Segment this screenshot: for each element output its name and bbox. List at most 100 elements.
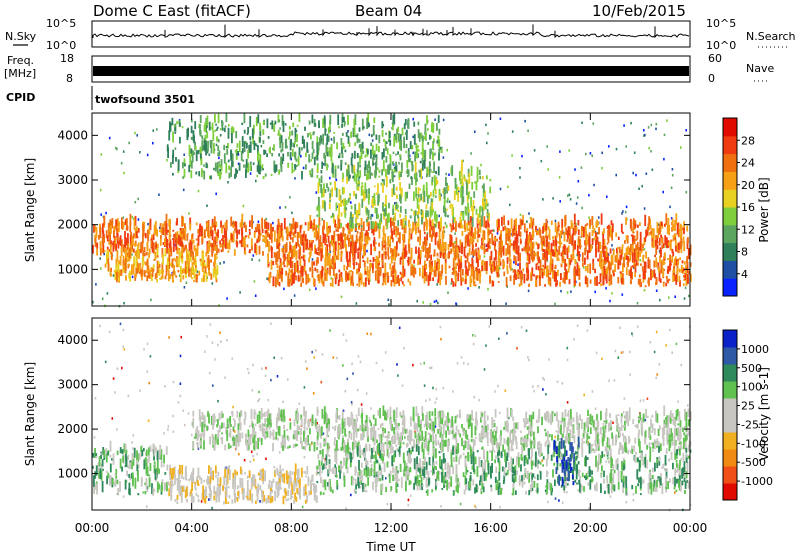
- band-echo-4: [375, 157, 378, 166]
- scatter-echo: [309, 418, 312, 422]
- band-echo-0: [110, 240, 112, 247]
- band-echo-1: [164, 248, 167, 257]
- scatter-echo: [252, 363, 254, 367]
- scatter-echo: [538, 470, 541, 473]
- band-echo-0: [524, 438, 527, 446]
- band-echo-0: [221, 422, 223, 428]
- band-echo-3: [673, 274, 676, 282]
- band-echo-0: [266, 239, 269, 247]
- band-echo-0: [424, 431, 427, 442]
- band-echo-0: [467, 235, 469, 247]
- band-echo-1: [207, 255, 210, 262]
- band-echo-3: [299, 246, 302, 257]
- band-echo-0: [253, 434, 256, 442]
- band-echo-0: [677, 247, 680, 254]
- band-echo-4: [278, 153, 281, 157]
- scatter-echo: [447, 214, 449, 218]
- cpid-label: CPID: [6, 91, 35, 104]
- band-echo-3: [477, 249, 480, 260]
- band-echo-0: [668, 415, 671, 422]
- band-echo-3: [665, 282, 668, 287]
- band-echo-3: [618, 258, 621, 262]
- band-echo-2: [382, 213, 385, 216]
- band-echo-0: [422, 241, 425, 252]
- band-echo-0: [192, 410, 195, 417]
- band-echo-0: [326, 227, 329, 237]
- band-echo-2: [399, 213, 402, 218]
- band-echo-4: [217, 145, 220, 151]
- band-echo-4: [413, 121, 416, 127]
- band-echo-1: [178, 249, 181, 259]
- band-echo-0: [348, 430, 351, 434]
- band-echo-0: [267, 222, 270, 231]
- band-echo-0: [677, 233, 680, 237]
- band-echo-0: [344, 239, 346, 248]
- scatter-echo: [243, 459, 246, 462]
- band-echo-0: [248, 229, 251, 232]
- scatter-echo: [397, 374, 399, 377]
- scatter-echo: [368, 417, 371, 420]
- band-echo-2: [431, 180, 433, 186]
- band-echo-2: [433, 212, 436, 220]
- scatter-echo: [444, 222, 447, 225]
- band-echo-0: [385, 218, 388, 227]
- band-echo-0: [395, 246, 398, 256]
- band-echo-1: [144, 261, 146, 265]
- band-echo-0: [494, 237, 497, 242]
- scatter-echo: [542, 376, 544, 380]
- band-echo-3: [546, 265, 549, 268]
- band-echo-0: [103, 215, 106, 226]
- band-echo-3: [347, 259, 349, 268]
- band-echo-0: [459, 413, 462, 419]
- band-echo-4: [414, 174, 417, 179]
- band-echo-0: [113, 230, 115, 238]
- scatter-echo: [419, 362, 422, 366]
- band-echo-3: [278, 265, 281, 275]
- band-echo-0: [564, 409, 567, 417]
- band-echo-3: [358, 275, 361, 284]
- band-echo-4: [289, 131, 291, 137]
- band-echo-2: [342, 198, 345, 207]
- band-echo-3: [517, 272, 519, 278]
- scatter-echo: [405, 150, 407, 154]
- band-echo-1: [140, 269, 143, 277]
- band-echo-4: [280, 167, 283, 173]
- scatter-echo: [321, 218, 324, 221]
- band-echo-4: [241, 148, 244, 154]
- band-echo-3: [424, 254, 427, 258]
- band-echo-4: [281, 114, 284, 126]
- band-echo-0: [404, 244, 407, 256]
- scatter-echo: [301, 505, 304, 509]
- scatter-echo: [622, 411, 625, 414]
- band-echo-0: [529, 232, 531, 241]
- band-echo-4: [348, 141, 351, 147]
- band-echo-3: [522, 268, 525, 272]
- scatter-echo: [688, 294, 690, 298]
- band-echo-3: [452, 268, 454, 270]
- band-echo-4: [318, 137, 321, 146]
- band-echo-1: [191, 262, 194, 273]
- band-echo-0: [434, 232, 437, 242]
- band-echo-0: [540, 236, 543, 245]
- band-echo-0: [251, 420, 254, 423]
- band-echo-4: [270, 173, 273, 177]
- band-echo-4: [200, 156, 203, 166]
- band-echo-0: [624, 240, 626, 244]
- band-echo-2: [468, 173, 471, 175]
- band-echo-0: [584, 225, 587, 233]
- band-echo-0: [656, 244, 659, 249]
- band-echo-3: [614, 264, 617, 272]
- band-echo-4: [341, 117, 344, 123]
- band-echo-3: [555, 272, 557, 280]
- band-echo-0: [630, 220, 633, 229]
- band-echo-3: [359, 259, 361, 269]
- band-echo-4: [389, 139, 392, 146]
- band-echo-0: [470, 422, 473, 435]
- band-echo-1: [115, 258, 118, 267]
- band-echo-1: [148, 252, 150, 259]
- scatter-echo: [528, 212, 530, 215]
- scatter-echo: [497, 266, 500, 270]
- band-echo-0: [374, 221, 377, 226]
- band-echo-0: [650, 230, 653, 235]
- band-echo-0: [111, 218, 114, 229]
